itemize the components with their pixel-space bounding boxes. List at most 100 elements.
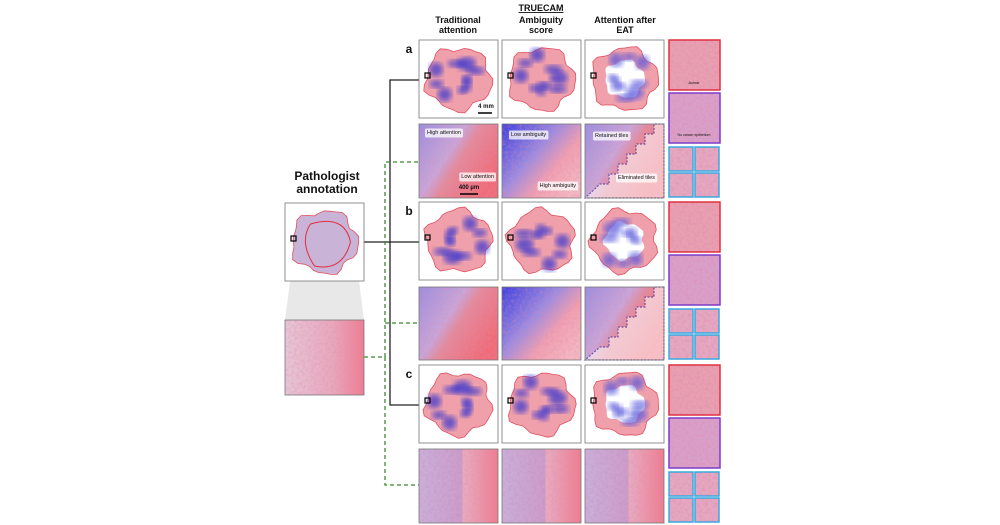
texture bbox=[669, 418, 720, 468]
attention-blob bbox=[437, 87, 452, 102]
whole-slide bbox=[419, 202, 498, 280]
column-header: score bbox=[529, 25, 553, 35]
attention-blob bbox=[542, 226, 553, 235]
roi-marker bbox=[590, 72, 597, 79]
panel-frame bbox=[418, 286, 499, 361]
tile-frame bbox=[668, 201, 721, 253]
tile-frame bbox=[668, 417, 721, 469]
attention-blob bbox=[513, 399, 528, 414]
panel-frame bbox=[584, 448, 665, 524]
overlay-label: Low attention bbox=[461, 174, 494, 180]
tile-frame bbox=[694, 146, 720, 172]
attention-blob bbox=[523, 375, 538, 390]
panel-frame bbox=[501, 364, 582, 444]
attention-blob bbox=[530, 47, 545, 62]
texture bbox=[669, 309, 693, 333]
column-header: attention bbox=[439, 25, 477, 35]
attention-blob bbox=[615, 93, 634, 102]
whole-slide bbox=[585, 202, 664, 280]
attention-blob bbox=[612, 218, 631, 227]
roi-marker bbox=[507, 397, 514, 404]
attention-blob bbox=[621, 418, 640, 427]
texture bbox=[669, 498, 693, 522]
attention-blob bbox=[433, 247, 452, 256]
texture bbox=[669, 40, 720, 90]
column-header: Ambiguity bbox=[519, 15, 563, 25]
texture bbox=[695, 147, 719, 171]
attention-blob bbox=[607, 73, 618, 82]
row-label: c bbox=[406, 367, 413, 381]
attention-blob bbox=[532, 410, 543, 419]
overlay-label: Retained tiles bbox=[595, 133, 629, 139]
panel-frame bbox=[501, 448, 582, 524]
overlay-label: Low ambiguity bbox=[511, 132, 546, 138]
overlay-box bbox=[509, 130, 549, 140]
group-title: TRUECAM bbox=[519, 3, 564, 13]
connector-dashed bbox=[384, 357, 419, 486]
attention-blob bbox=[463, 387, 482, 396]
attention-blob bbox=[431, 410, 446, 419]
texture bbox=[669, 173, 693, 197]
tile-frame bbox=[668, 497, 694, 523]
texture bbox=[695, 309, 719, 333]
tile-frame bbox=[668, 92, 721, 144]
tile-frame bbox=[668, 172, 694, 198]
connector bbox=[389, 242, 419, 406]
whole-slide bbox=[502, 202, 581, 280]
attention-blob bbox=[604, 381, 619, 396]
attention-blob bbox=[631, 236, 642, 245]
panel-frame bbox=[501, 39, 582, 119]
tile-label: No cancer epithelium bbox=[678, 133, 711, 137]
tile-frame bbox=[668, 146, 694, 172]
panel-frame bbox=[584, 39, 665, 119]
overlay-label: High attention bbox=[427, 130, 461, 136]
overlay-box bbox=[537, 181, 579, 191]
roi-marker bbox=[590, 397, 597, 404]
attention-blob bbox=[457, 86, 468, 95]
attention-blob bbox=[428, 62, 443, 77]
panel-frame bbox=[418, 123, 499, 199]
attention-blob bbox=[513, 68, 528, 83]
attention-blob bbox=[628, 251, 643, 266]
panel-frame bbox=[584, 201, 665, 281]
connector-dashed bbox=[364, 161, 419, 358]
overlay-label: Eliminated tiles bbox=[618, 175, 655, 181]
tile-frame bbox=[694, 308, 720, 334]
panel-frame bbox=[584, 123, 665, 199]
attention-blob bbox=[448, 226, 459, 235]
attention-blob bbox=[515, 229, 534, 238]
texture bbox=[285, 320, 364, 395]
column-header: EAT bbox=[616, 25, 634, 35]
roi-marker bbox=[424, 234, 431, 241]
annotation-title: annotation bbox=[296, 182, 357, 196]
tile-frame bbox=[694, 497, 720, 523]
overlay-label: High ambiguity bbox=[540, 183, 577, 189]
eliminated-region bbox=[583, 286, 665, 361]
roi-marker bbox=[507, 234, 514, 241]
whole-slide bbox=[419, 40, 498, 118]
overlay-box bbox=[593, 131, 631, 141]
texture bbox=[669, 255, 720, 305]
tile-frame bbox=[694, 471, 720, 497]
attention-blob bbox=[535, 224, 546, 239]
tile-frame bbox=[694, 172, 720, 198]
roi-marker bbox=[424, 72, 431, 79]
column-header: Traditional bbox=[435, 15, 481, 25]
attention-blob bbox=[600, 234, 619, 243]
attention-blob bbox=[427, 394, 442, 409]
panel-frame bbox=[584, 364, 665, 444]
texture bbox=[502, 287, 581, 360]
attention-blob bbox=[616, 259, 631, 268]
row-label: a bbox=[406, 42, 413, 56]
attention-blob bbox=[475, 240, 490, 255]
texture bbox=[695, 498, 719, 522]
attention-blob bbox=[552, 250, 567, 259]
whole-slide bbox=[502, 365, 581, 443]
attention-blob bbox=[463, 216, 478, 231]
attention-blob bbox=[514, 389, 529, 398]
scale-label: 4 mm bbox=[478, 104, 494, 110]
attention-blob bbox=[536, 81, 547, 96]
tile-frame bbox=[668, 364, 721, 416]
attention-tint bbox=[502, 449, 546, 523]
attention-blob bbox=[602, 252, 617, 267]
